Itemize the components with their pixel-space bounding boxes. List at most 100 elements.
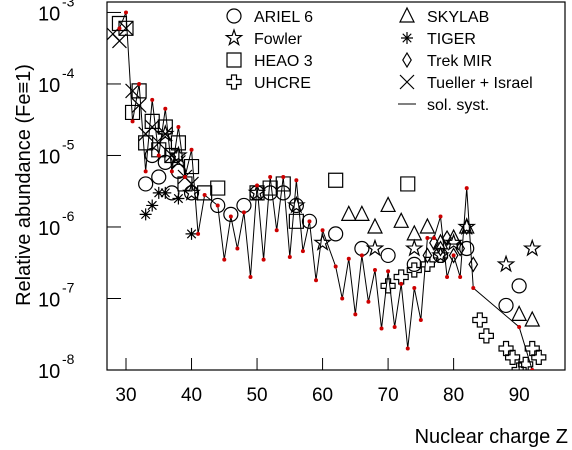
data-point <box>498 297 514 314</box>
data-point <box>262 185 278 201</box>
legend-label: UHCRE <box>254 75 311 92</box>
x-tick-label: 30 <box>115 385 136 406</box>
solar-point <box>458 274 463 279</box>
data-point <box>380 278 396 294</box>
y-tick-exponent: -8 <box>62 351 75 367</box>
solar-point <box>300 249 305 254</box>
data-point <box>184 176 199 192</box>
y-tick-exponent: -6 <box>62 208 75 224</box>
solar-point <box>255 183 260 188</box>
y-tick-exponent: -5 <box>62 136 75 152</box>
data-point <box>496 254 516 273</box>
solar-point <box>124 10 129 15</box>
data-point <box>275 185 291 201</box>
data-point <box>138 135 154 151</box>
marker-flake <box>401 32 413 44</box>
data-point <box>354 240 370 257</box>
legend-label: HEAO 3 <box>254 53 313 70</box>
data-point <box>404 238 424 257</box>
data-point <box>504 349 521 366</box>
solar-point <box>268 174 273 179</box>
marker-circle <box>226 8 242 24</box>
data-point <box>262 180 278 196</box>
solar-point <box>451 253 456 258</box>
data-point <box>459 240 475 257</box>
solar-point <box>464 186 469 191</box>
data-point <box>286 195 306 214</box>
y-tick-exponent: -3 <box>62 0 75 9</box>
solar-point <box>222 257 227 262</box>
data-point <box>185 227 198 240</box>
solar-point <box>143 169 148 174</box>
data-point <box>112 33 127 49</box>
solar-point <box>274 228 279 233</box>
data-point <box>151 169 167 185</box>
solar-point <box>359 253 364 258</box>
data-point <box>139 208 152 221</box>
data-point <box>511 362 527 370</box>
marker-star <box>224 28 244 46</box>
solar-point <box>182 174 187 179</box>
data-point <box>159 186 172 199</box>
solar-point <box>202 193 207 198</box>
data-point <box>406 256 422 272</box>
data-point <box>249 185 265 201</box>
solar-point <box>261 257 266 262</box>
solar-point <box>379 326 384 331</box>
data-point <box>210 197 226 214</box>
solar-point <box>314 278 319 283</box>
legend-label: sol. syst. <box>427 97 489 114</box>
data-point <box>275 176 291 192</box>
solar-point <box>445 274 450 279</box>
x-tick-label: 40 <box>181 385 202 406</box>
data-point <box>151 142 167 158</box>
solar-point <box>340 296 345 301</box>
data-point <box>531 349 547 366</box>
solar-point <box>196 231 201 236</box>
y-tick-label: 10 <box>38 289 60 311</box>
solar-point <box>287 255 292 260</box>
solar-point <box>281 174 286 179</box>
solar-point <box>307 219 312 224</box>
data-point <box>367 217 383 234</box>
x-tick-label: 50 <box>246 385 267 406</box>
plot-frame <box>106 1 566 371</box>
solar-point <box>418 318 423 323</box>
data-point <box>380 196 397 213</box>
data-point <box>524 310 541 327</box>
solar-point <box>405 346 410 351</box>
data-point <box>172 192 185 205</box>
solar-point <box>169 169 174 174</box>
solar-point <box>248 274 253 279</box>
data-point <box>131 83 147 99</box>
data-point <box>468 256 479 273</box>
data-point <box>223 206 239 222</box>
data-point <box>353 205 370 221</box>
marker-plus <box>226 74 242 90</box>
x-axis-label: Nuclear charge Z <box>415 426 568 448</box>
data-point <box>457 217 477 235</box>
data-point <box>478 328 494 344</box>
solar-point <box>294 178 299 183</box>
solar-point <box>156 153 161 158</box>
solar-point <box>215 203 220 208</box>
data-point <box>111 15 128 32</box>
solar-point <box>530 368 535 370</box>
y-tick-label: 10 <box>38 218 60 240</box>
data-point <box>429 234 439 252</box>
data-point <box>236 197 252 214</box>
solar-point <box>372 268 377 273</box>
data-point <box>340 205 357 221</box>
solar-point <box>235 246 240 251</box>
data-point <box>197 185 213 201</box>
solar-point <box>353 312 358 317</box>
solar-point <box>346 256 351 261</box>
solar-point <box>431 236 436 241</box>
solar-point <box>425 236 430 241</box>
data-point <box>151 135 167 151</box>
data-point <box>406 262 422 278</box>
data-point <box>393 269 409 285</box>
data-point <box>432 247 449 264</box>
